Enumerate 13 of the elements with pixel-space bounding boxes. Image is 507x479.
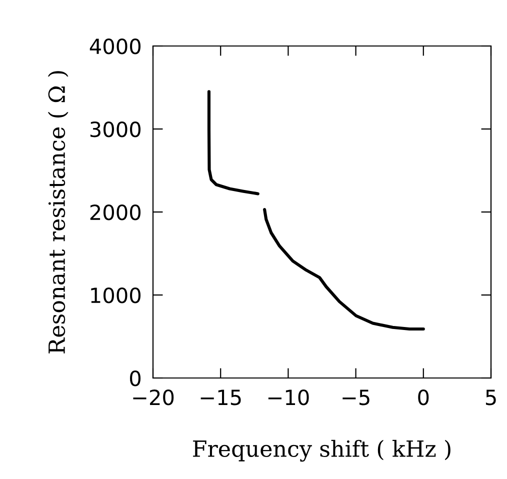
x-tick-label: −20 <box>133 389 174 406</box>
x-tick-label: −5 <box>342 390 370 406</box>
x-tick-label: −10 <box>268 389 309 406</box>
y-tick-label: 1000 <box>91 287 141 304</box>
y-tick-label: 4000 <box>90 38 141 54</box>
x-tick-label: 5 <box>486 390 496 406</box>
y-tick-label: 2000 <box>90 204 141 220</box>
y-axis-title: Resonant resistance ( Ω ) <box>48 71 68 354</box>
x-axis-title: Frequency shift ( kHz ) <box>193 440 450 462</box>
y-tick-label: 3000 <box>90 121 141 138</box>
y-tick-label: 0 <box>130 370 141 386</box>
x-tick-label: 0 <box>418 389 429 406</box>
x-tick-label: −15 <box>200 390 241 406</box>
